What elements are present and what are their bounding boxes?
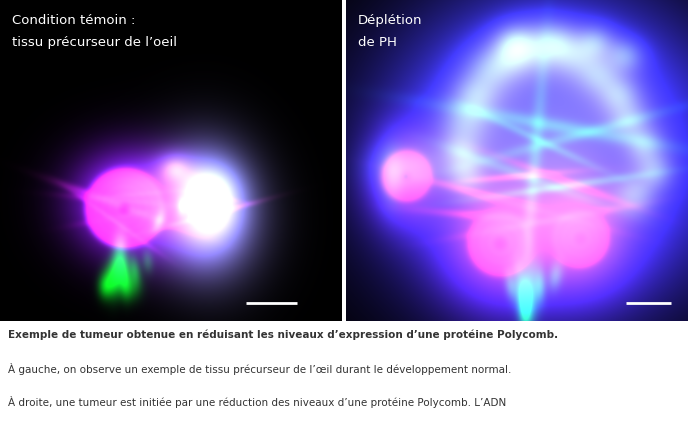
Text: de PH: de PH <box>358 36 397 49</box>
Text: À droite, une tumeur est initiée par une réduction des niveaux d’une protéine Po: À droite, une tumeur est initiée par une… <box>8 396 506 408</box>
Text: À gauche, on observe un exemple de tissu précurseur de l’œil durant le développe: À gauche, on observe un exemple de tissu… <box>8 363 512 374</box>
Text: Exemple de tumeur obtenue en réduisant les niveaux d’expression d’une protéine P: Exemple de tumeur obtenue en réduisant l… <box>8 329 559 340</box>
Text: tissu précurseur de l’oeil: tissu précurseur de l’oeil <box>12 36 177 49</box>
Text: Condition témoin :: Condition témoin : <box>12 14 136 27</box>
Text: Déplétion: Déplétion <box>358 14 422 27</box>
